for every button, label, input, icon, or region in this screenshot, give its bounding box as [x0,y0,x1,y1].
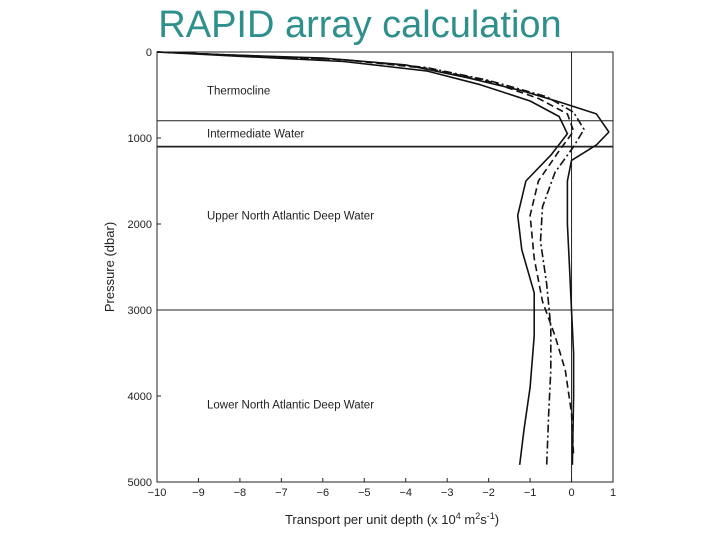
x-axis-label-close: ) [495,512,499,527]
x-tick-label: −6 [317,487,330,499]
layer-label: Intermediate Water [207,129,305,141]
x-axis-label-exp: 4 [456,511,461,521]
x-axis-label-unit-exp: 2 [475,511,480,521]
y-tick-label: 5000 [128,477,152,489]
y-axis-label: Pressure (dbar) [102,222,117,312]
x-tick-label: −8 [234,487,247,499]
x-axis-label-unit: m [461,512,475,527]
x-axis-label-s-exp: -1 [487,511,495,521]
x-tick-label: −4 [399,487,412,499]
x-tick-label: −3 [441,487,454,499]
x-axis-label: Transport per unit depth (x 104 m2s-1) [285,511,499,527]
series-line-4 [156,51,569,465]
y-tick-label: 3000 [128,305,152,317]
x-tick-label: −9 [192,487,205,499]
x-tick-label: 1 [610,487,616,499]
y-tick-label: 4000 [128,391,152,403]
layer-label: Thermocline [207,86,270,98]
x-tick-label: −10 [148,487,167,499]
x-axis-label-main: Transport per unit depth (x 10 [285,512,456,527]
x-tick-label: −2 [482,487,495,499]
x-tick-label: −7 [275,487,288,499]
series-line-3 [156,51,575,457]
plot-frame [156,51,614,483]
x-axis-label-s: s [480,512,487,527]
layer-label: Lower North Atlantic Deep Water [207,400,374,412]
y-tick-label: 0 [146,47,152,59]
layer-label: Upper North Atlantic Deep Water [207,210,374,222]
x-tick-label: −5 [358,487,371,499]
y-tick-label: 1000 [128,133,152,145]
y-tick-label: 2000 [128,219,152,231]
slide-title: RAPID array calculation [158,4,562,46]
x-tick-label: −1 [524,487,537,499]
x-tick-label: 0 [568,487,574,499]
